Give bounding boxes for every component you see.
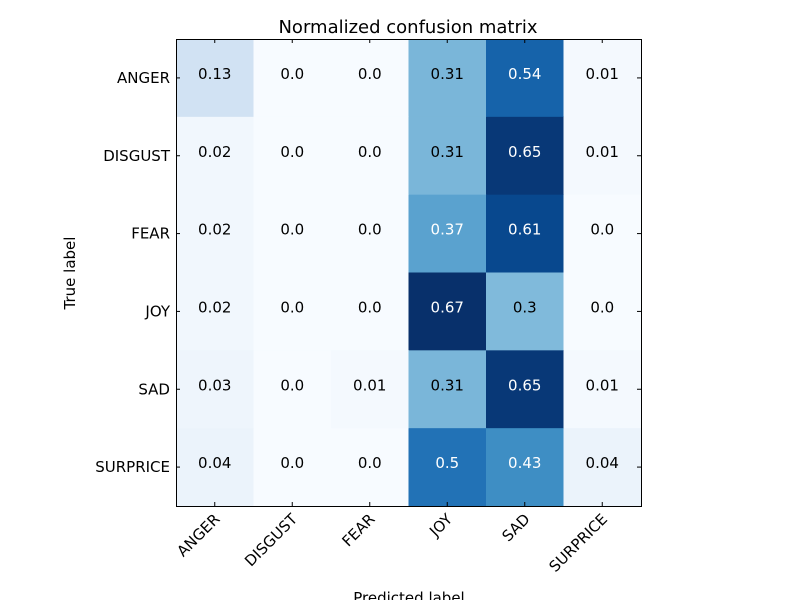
heatmap-cell bbox=[408, 272, 487, 351]
cell-value-label: 0.04 bbox=[586, 454, 619, 472]
x-axis-label: Predicted label bbox=[353, 589, 464, 600]
heatmap-cell bbox=[176, 428, 254, 507]
x-tick-label: ANGER bbox=[173, 510, 223, 560]
x-tick-label: DISGUST bbox=[241, 510, 302, 571]
cell-value-label: 0.5 bbox=[435, 454, 459, 472]
cell-value-label: 0.01 bbox=[586, 65, 619, 83]
heatmap-cell bbox=[176, 39, 254, 118]
cell-value-label: 0.0 bbox=[358, 454, 382, 472]
heatmap-cell bbox=[331, 194, 409, 273]
x-tick-label: SURPRICE bbox=[545, 510, 611, 576]
heatmap-cell bbox=[253, 272, 332, 351]
y-tick-label: SURPRICE bbox=[95, 458, 170, 476]
y-axis-label: True label bbox=[61, 237, 79, 311]
heatmap-cell bbox=[563, 272, 642, 351]
x-tick-labels: ANGER DISGUST FEAR JOY SAD SURPRICE bbox=[173, 510, 611, 576]
heatmap-cell bbox=[486, 350, 564, 429]
cell-value-label: 0.0 bbox=[280, 454, 304, 472]
x-tick-label: FEAR bbox=[338, 510, 378, 550]
heatmap-cell bbox=[331, 272, 409, 351]
heatmap-cell bbox=[486, 428, 564, 507]
heatmap-cell bbox=[253, 428, 332, 507]
cell-value-label: 0.0 bbox=[358, 65, 382, 83]
heatmap-cell bbox=[176, 194, 254, 273]
heatmap-cell bbox=[408, 428, 487, 507]
cell-value-label: 0.02 bbox=[198, 221, 231, 239]
chart-title: Normalized confusion matrix bbox=[278, 17, 537, 38]
heatmap-cells bbox=[176, 39, 642, 507]
heatmap-cell bbox=[331, 39, 409, 118]
cell-value-label: 0.0 bbox=[280, 376, 304, 394]
heatmap-cell bbox=[253, 39, 332, 118]
cell-value-label: 0.43 bbox=[508, 454, 541, 472]
heatmap-cell bbox=[253, 194, 332, 273]
y-tick-label: JOY bbox=[144, 302, 170, 320]
heatmap-cell bbox=[563, 116, 642, 196]
y-tick-label: FEAR bbox=[131, 225, 170, 243]
heatmap-cell bbox=[331, 116, 409, 196]
heatmap-cell bbox=[253, 350, 332, 429]
plot-frame bbox=[176, 39, 642, 507]
heatmap-cell bbox=[408, 350, 487, 429]
cell-value-label: 0.54 bbox=[508, 65, 541, 83]
y-tick-label: SAD bbox=[138, 380, 170, 398]
cell-value-label: 0.0 bbox=[358, 143, 382, 161]
heatmap-cell bbox=[331, 350, 409, 429]
heatmap-cell bbox=[331, 428, 409, 507]
cell-value-label: 0.0 bbox=[280, 65, 304, 83]
cell-value-label: 0.0 bbox=[590, 221, 614, 239]
heatmap-cell bbox=[486, 272, 564, 351]
cell-value-label: 0.03 bbox=[198, 376, 231, 394]
heatmap-cell bbox=[176, 116, 254, 196]
cell-value-label: 0.31 bbox=[431, 143, 464, 161]
heatmap-cell bbox=[176, 350, 254, 429]
cell-value-label: 0.65 bbox=[508, 376, 541, 394]
heatmap-cell bbox=[408, 39, 487, 118]
cell-value-label: 0.04 bbox=[198, 454, 231, 472]
heatmap-cell bbox=[408, 116, 487, 196]
cell-value-label: 0.37 bbox=[431, 221, 464, 239]
x-tick-label: JOY bbox=[425, 510, 456, 541]
cell-value-label: 0.61 bbox=[508, 221, 541, 239]
heatmap-cell bbox=[176, 272, 254, 351]
heatmap-cell bbox=[486, 194, 564, 273]
cell-value-label: 0.0 bbox=[280, 299, 304, 317]
heatmap-cell bbox=[563, 194, 642, 273]
x-tick-label: SAD bbox=[498, 510, 533, 545]
cell-value-label: 0.01 bbox=[586, 376, 619, 394]
cell-value-label: 0.0 bbox=[280, 221, 304, 239]
y-tick-labels: ANGER DISGUST FEAR JOY SAD SURPRICE bbox=[95, 69, 171, 476]
cell-value-label: 0.3 bbox=[513, 299, 537, 317]
heatmap-cell bbox=[408, 194, 487, 273]
heatmap-cell bbox=[563, 350, 642, 429]
heatmap-cell bbox=[486, 116, 564, 196]
y-tick-label: ANGER bbox=[117, 69, 170, 87]
cell-value-label: 0.13 bbox=[198, 65, 231, 83]
cell-value-label: 0.0 bbox=[280, 143, 304, 161]
cell-value-label: 0.31 bbox=[431, 65, 464, 83]
cell-value-label: 0.01 bbox=[586, 143, 619, 161]
cell-value-label: 0.02 bbox=[198, 299, 231, 317]
heatmap-cell bbox=[563, 39, 642, 118]
cell-value-label: 0.31 bbox=[431, 376, 464, 394]
cell-value-label: 0.01 bbox=[353, 376, 386, 394]
y-tick-label: DISGUST bbox=[103, 147, 171, 165]
heatmap-cell bbox=[253, 116, 332, 196]
cell-value-label: 0.0 bbox=[358, 221, 382, 239]
cell-value-label: 0.67 bbox=[431, 299, 464, 317]
cell-value-label: 0.65 bbox=[508, 143, 541, 161]
heatmap-cell-labels: 0.13 0.0 0.0 0.31 0.54 0.01 0.02 0.0 0.0 0.31 0.65… bbox=[198, 65, 619, 472]
heatmap-cell bbox=[486, 39, 564, 118]
axis-ticks bbox=[176, 39, 641, 506]
cell-value-label: 0.0 bbox=[358, 299, 382, 317]
cell-value-label: 0.0 bbox=[590, 299, 614, 317]
cell-value-label: 0.02 bbox=[198, 143, 231, 161]
heatmap-cell bbox=[563, 428, 642, 507]
